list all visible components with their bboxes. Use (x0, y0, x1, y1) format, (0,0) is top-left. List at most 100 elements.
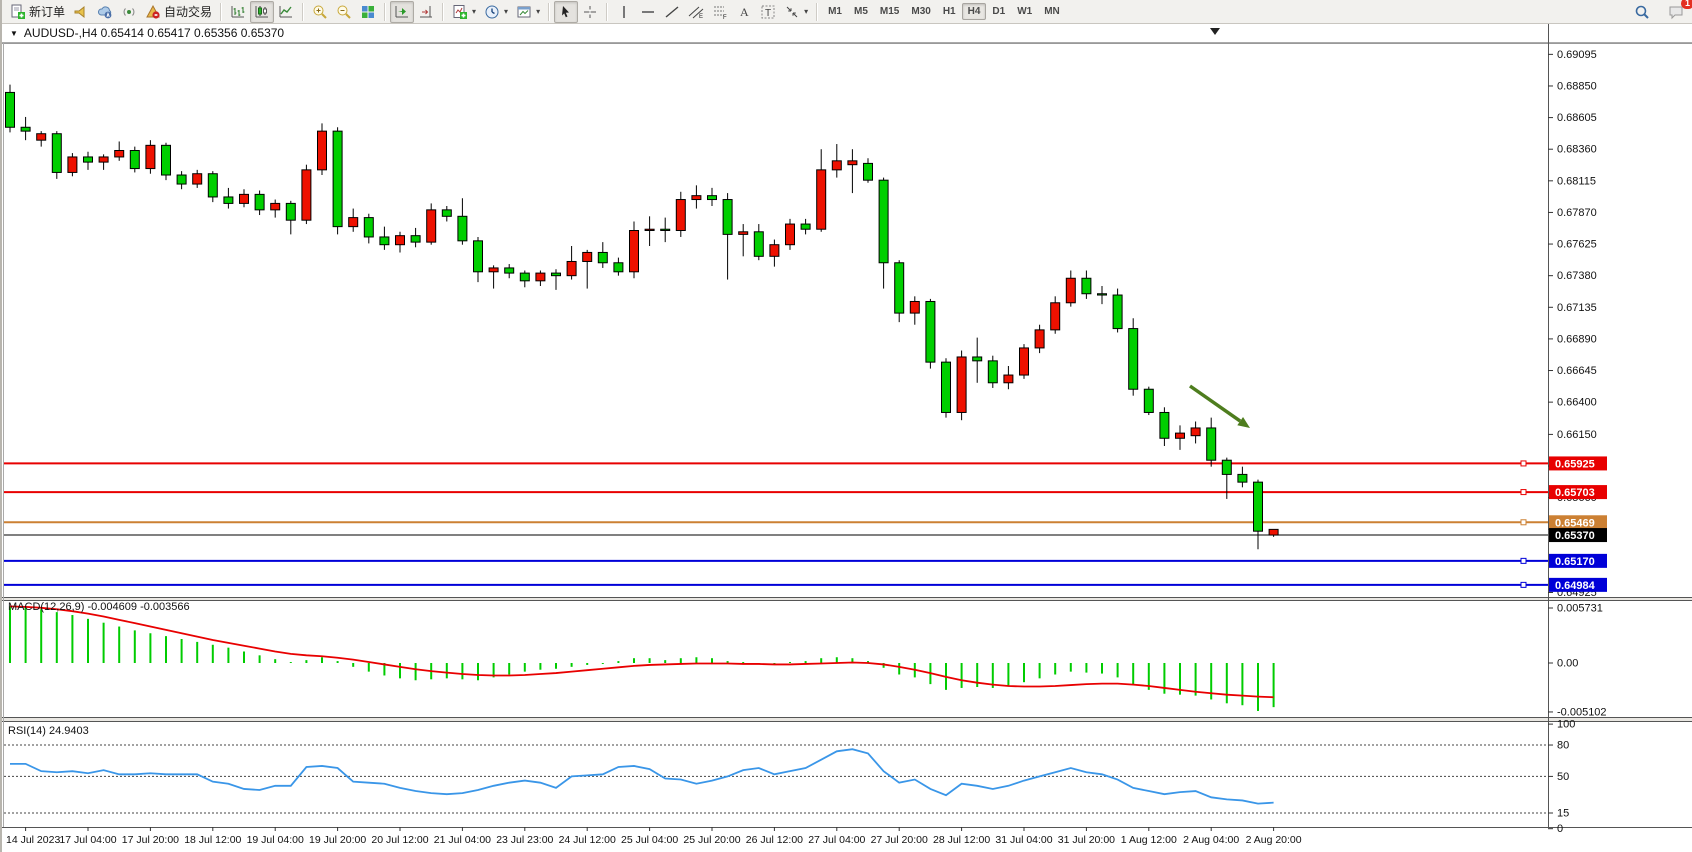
candle-body[interactable] (395, 235, 405, 246)
candle-body[interactable] (5, 91, 15, 128)
candle-body[interactable] (1003, 374, 1014, 384)
candle-body[interactable] (878, 179, 889, 264)
candle-body[interactable] (129, 149, 140, 170)
candle-body[interactable] (1112, 294, 1123, 330)
candle-body[interactable] (1128, 328, 1139, 390)
arrows-button[interactable]: ▾ (780, 1, 812, 23)
candle-body[interactable] (816, 169, 827, 230)
candle-body[interactable] (441, 209, 452, 217)
candle-body[interactable] (660, 228, 671, 232)
candle-body[interactable] (753, 231, 764, 257)
candle-body[interactable] (285, 202, 296, 221)
candle-body[interactable] (1050, 302, 1061, 331)
candle-body[interactable] (67, 156, 78, 173)
candle-body[interactable] (36, 133, 47, 141)
candle-body[interactable] (613, 262, 624, 273)
hline-handle[interactable] (1520, 460, 1527, 467)
candle-body[interactable] (925, 300, 936, 363)
candle-body[interactable] (800, 223, 811, 230)
candle-body[interactable] (473, 240, 483, 273)
zoom-in-button[interactable] (308, 1, 332, 23)
hline-handle[interactable] (1520, 581, 1527, 588)
candle-body[interactable] (363, 217, 374, 238)
tf-h1-button[interactable]: H1 (942, 6, 956, 17)
candle-body[interactable] (1034, 329, 1045, 349)
candle-body[interactable] (1253, 481, 1263, 532)
candle-body[interactable] (675, 199, 686, 232)
symbol-dropdown-icon[interactable]: ▼ (10, 28, 18, 38)
hline-handle[interactable] (1520, 519, 1527, 526)
candle-body[interactable] (488, 267, 499, 273)
candle-body[interactable] (1237, 473, 1248, 483)
candle-body[interactable] (972, 356, 983, 362)
indicators-caret-icon[interactable]: ▾ (472, 7, 477, 16)
candle-body[interactable] (582, 251, 593, 262)
candle-body[interactable] (1081, 277, 1092, 295)
candle-body[interactable] (691, 195, 702, 201)
tf-h4-button[interactable]: H4 (961, 3, 987, 20)
candle-body[interactable] (1221, 459, 1232, 475)
candle-body[interactable] (785, 223, 795, 246)
tile-windows-button[interactable] (356, 1, 380, 23)
candle-body[interactable] (551, 272, 561, 277)
candle-body[interactable] (207, 173, 218, 198)
candle-body[interactable] (535, 272, 546, 282)
candle-body[interactable] (192, 173, 203, 185)
candle-body[interactable] (707, 195, 717, 201)
tf-d1-button[interactable]: D1 (992, 6, 1006, 17)
templates-button[interactable]: ▾ (512, 1, 544, 23)
candle-body[interactable] (426, 209, 437, 243)
chart-shift-marker-icon[interactable] (1210, 28, 1220, 35)
arrows-caret-icon[interactable]: ▾ (804, 7, 809, 16)
auto-scroll-button[interactable] (390, 0, 415, 23)
candle-body[interactable] (566, 260, 577, 277)
candle-body[interactable] (629, 230, 639, 273)
tf-m5-button[interactable]: M5 (854, 6, 868, 17)
candle-body[interactable] (348, 217, 359, 228)
candle-body[interactable] (956, 356, 967, 413)
hline-handle[interactable] (1520, 489, 1527, 496)
candle-body[interactable] (1175, 432, 1185, 439)
candle-body[interactable] (145, 144, 156, 170)
candle-body[interactable] (863, 162, 873, 181)
notifications-button[interactable]: 1 (1664, 0, 1692, 23)
sound-button[interactable] (69, 1, 93, 23)
text-button[interactable]: A (732, 1, 756, 23)
candle-body[interactable] (161, 144, 171, 176)
templates-caret-icon[interactable]: ▾ (536, 7, 541, 16)
trendline-button[interactable] (660, 1, 684, 23)
arrow-annotation-head[interactable] (1237, 417, 1250, 428)
candle-body[interactable] (847, 160, 858, 166)
candlestick-chart-button[interactable] (250, 0, 275, 23)
indicators-button[interactable]: ▾ (448, 1, 480, 23)
line-chart-button[interactable] (274, 1, 298, 23)
candle-body[interactable] (98, 156, 109, 163)
autotrading-button[interactable]: 自动交易 (141, 1, 216, 23)
candle-body[interactable] (223, 196, 234, 204)
candle-body[interactable] (1206, 427, 1217, 461)
candle-body[interactable] (1019, 347, 1029, 376)
candle-body[interactable] (270, 202, 281, 211)
candle-body[interactable] (644, 228, 655, 232)
candle-body[interactable] (410, 235, 421, 243)
pane-separator[interactable] (2, 597, 1692, 601)
chart-shift-button[interactable] (414, 1, 438, 23)
candle-body[interactable] (769, 244, 780, 257)
fibonacci-button[interactable]: F (708, 1, 732, 23)
mql5-cloud-button[interactable] (93, 1, 117, 23)
signals-button[interactable] (117, 1, 141, 23)
candle-body[interactable] (83, 156, 93, 163)
candle-body[interactable] (519, 272, 530, 282)
tf-m15-button[interactable]: M15 (879, 6, 900, 17)
tf-m1-button[interactable]: M1 (828, 6, 842, 17)
candle-body[interactable] (722, 199, 733, 235)
zoom-out-button[interactable] (332, 1, 356, 23)
horizontal-line-button[interactable] (636, 1, 660, 23)
candle-body[interactable] (301, 169, 312, 221)
candle-body[interactable] (909, 300, 920, 314)
candle-body[interactable] (114, 149, 125, 158)
candle-body[interactable] (941, 361, 951, 413)
candle-body[interactable] (738, 231, 749, 235)
periods-button[interactable]: ▾ (480, 1, 512, 23)
